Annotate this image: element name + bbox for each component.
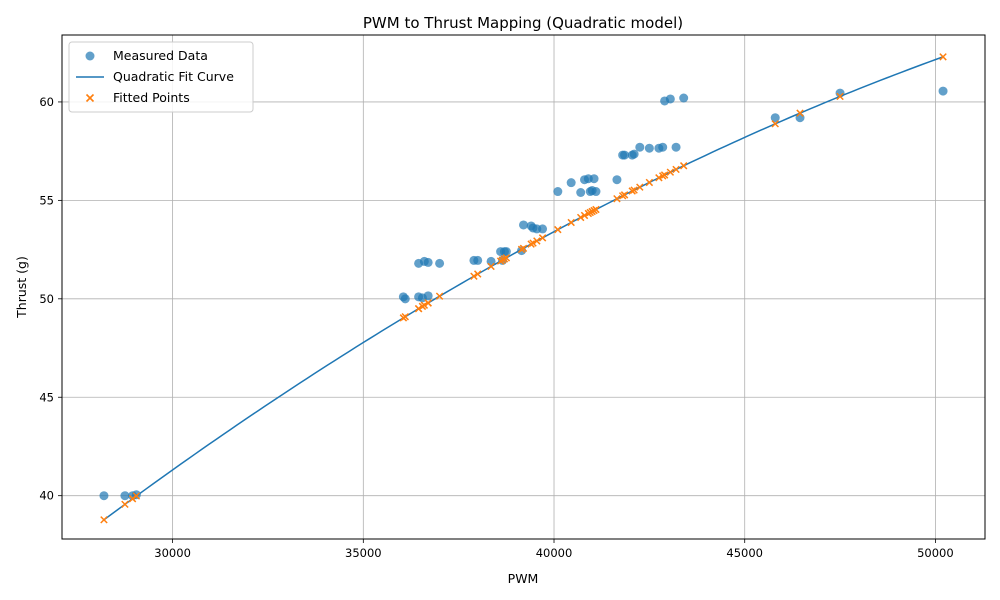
- measured-point: [423, 257, 433, 267]
- measured-point: [612, 175, 622, 185]
- measured-point: [591, 187, 601, 197]
- fitted-point: [435, 292, 444, 300]
- measured-point: [566, 178, 576, 188]
- measured-point: [400, 294, 410, 304]
- fitted-point: [613, 194, 621, 203]
- measured-point: [423, 291, 433, 301]
- measured-point: [629, 149, 639, 159]
- measured-point: [679, 93, 689, 103]
- y-tick-label: 55: [39, 193, 54, 207]
- fitted-point: [679, 162, 688, 170]
- measured-point: [671, 142, 681, 152]
- fitted-point: [636, 183, 644, 191]
- measured-point: [620, 150, 630, 160]
- measured-point: [576, 188, 586, 197]
- fitted-point: [580, 211, 589, 220]
- legend-measured-marker: [85, 51, 95, 61]
- measured-point: [644, 143, 654, 153]
- measured-point: [473, 255, 483, 265]
- measured-point: [589, 174, 599, 184]
- fitted-point: [620, 191, 629, 199]
- y-tick-label: 40: [39, 489, 54, 503]
- fitted-point: [470, 272, 478, 280]
- fitted-point: [576, 213, 585, 222]
- measured-point: [99, 491, 109, 501]
- measured-point: [658, 142, 668, 152]
- axes-frame: [61, 34, 986, 540]
- fitted-point: [502, 254, 511, 262]
- x-tick-label: 30000: [154, 546, 191, 560]
- legend-fitted-label: Fitted Points: [113, 90, 190, 105]
- measured-point: [770, 113, 780, 123]
- fitted-point: [100, 516, 108, 524]
- legend-fit-label: Quadratic Fit Curve: [113, 69, 234, 84]
- fitted-point: [414, 304, 423, 313]
- fitted-point: [121, 500, 129, 509]
- grid: [62, 35, 985, 539]
- x-tick-label: 40000: [536, 546, 573, 560]
- fitted-point: [592, 205, 600, 214]
- y-axis-ticks: 40 45 50 55 60: [39, 95, 62, 503]
- legend: Measured Data Quadratic Fit Curve Fitted…: [68, 41, 254, 113]
- fitted-point: [474, 270, 482, 278]
- legend-measured-label: Measured Data: [113, 48, 208, 63]
- fitted-point: [567, 218, 575, 227]
- fitted-point: [655, 174, 663, 182]
- measured-point: [553, 187, 563, 197]
- x-tick-label: 35000: [345, 546, 382, 560]
- x-tick-label: 50000: [917, 546, 954, 560]
- fitted-point: [496, 257, 505, 265]
- fitted-point: [660, 171, 669, 179]
- fitted-point: [533, 237, 541, 245]
- fitted-point: [796, 109, 804, 117]
- y-tick-label: 50: [39, 292, 54, 306]
- x-tick-label: 45000: [726, 546, 763, 560]
- x-axis-ticks: 30000 35000 40000 45000 50000: [154, 539, 954, 560]
- legend-fitted-marker: [85, 93, 95, 103]
- measured-point: [519, 220, 528, 230]
- fitted-point: [939, 53, 947, 61]
- fitted-point: [666, 168, 675, 176]
- fitted-point: [401, 312, 409, 321]
- y-axis-label: Thrust (g): [14, 256, 29, 319]
- measured-point: [665, 94, 675, 104]
- fitted-point: [538, 234, 547, 242]
- chart-title: PWM to Thrust Mapping (Quadratic model): [363, 14, 683, 32]
- fitted-point: [487, 262, 495, 271]
- measured-point: [538, 224, 548, 234]
- fitted-point: [771, 120, 779, 128]
- fitted-point: [554, 225, 562, 234]
- fitted-point: [132, 492, 141, 500]
- y-tick-label: 60: [39, 95, 54, 109]
- fitted-point: [424, 299, 432, 307]
- measured-point: [501, 247, 511, 257]
- x-axis-label: PWM: [508, 571, 539, 586]
- fitted-point: [836, 92, 844, 101]
- plot-area: [99, 53, 948, 524]
- fitted-point: [630, 186, 638, 194]
- y-tick-label: 45: [39, 390, 54, 404]
- fitted-point: [645, 178, 654, 187]
- measured-point: [435, 258, 445, 268]
- measured-point: [120, 491, 130, 501]
- fitted-point: [519, 244, 528, 253]
- fitted-point: [672, 165, 680, 174]
- measured-point: [635, 142, 645, 152]
- fitted-point: [529, 239, 537, 247]
- measured-point: [938, 86, 948, 96]
- fitted-point: [420, 301, 429, 309]
- legend-box: [68, 41, 254, 113]
